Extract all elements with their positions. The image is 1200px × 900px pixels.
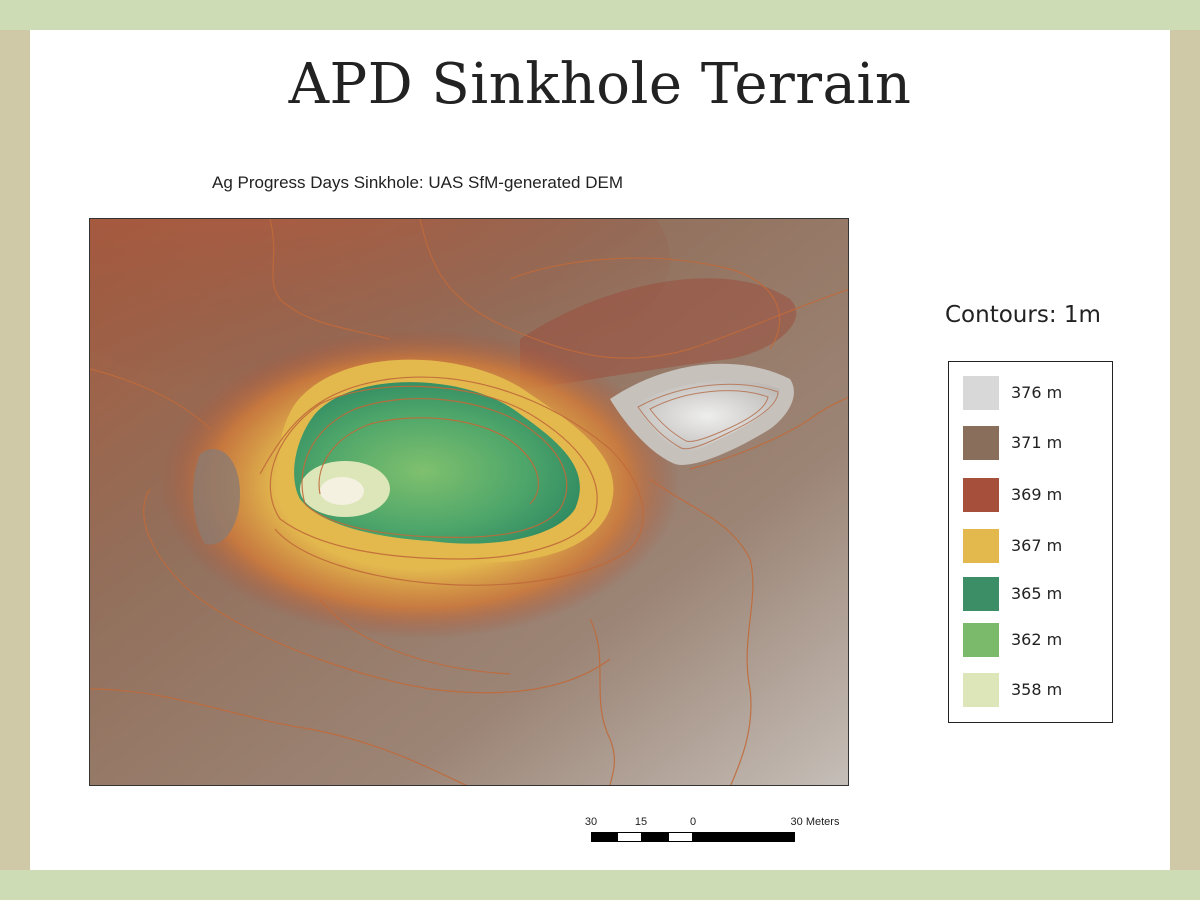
top-band: [0, 0, 1200, 30]
scale-segment: [693, 832, 795, 842]
contour-lines: [90, 219, 848, 785]
legend-title: Contours: 1m: [945, 302, 1101, 328]
west-spoil-mound: [193, 448, 240, 545]
scale-segment: [667, 832, 693, 842]
legend-swatch: [963, 577, 999, 611]
legend: 376 m 371 m 369 m 367 m 365 m 362 m 358 …: [948, 361, 1113, 723]
bottom-band: [0, 870, 1200, 900]
legend-swatch: [963, 478, 999, 512]
slide-title: APD Sinkhole Terrain: [288, 52, 912, 117]
scale-bar: 30 15 0 30 Meters: [585, 816, 855, 856]
legend-label: 376 m: [1011, 383, 1063, 402]
scale-label-0: 0: [689, 816, 697, 828]
legend-label: 365 m: [1011, 584, 1063, 603]
scale-segment: [591, 832, 617, 842]
north-east-slope: [520, 278, 797, 389]
scale-segment: [616, 832, 642, 842]
slide: APD Sinkhole Terrain Ag Progress Days Si…: [30, 30, 1170, 870]
sinkhole-deepest: [320, 477, 364, 505]
legend-swatch: [963, 623, 999, 657]
retention-pad-contours: [637, 383, 779, 450]
legend-label: 362 m: [1011, 630, 1063, 649]
legend-label: 367 m: [1011, 536, 1063, 555]
scale-segment: [642, 832, 668, 842]
dem-map: [89, 218, 849, 786]
legend-label: 358 m: [1011, 680, 1063, 699]
retention-pad: [635, 380, 780, 452]
scale-label-30-meters: 30 Meters: [790, 816, 840, 828]
legend-swatch: [963, 376, 999, 410]
scale-label-15: 15: [634, 816, 648, 828]
legend-label: 369 m: [1011, 485, 1063, 504]
legend-swatch: [963, 426, 999, 460]
scale-label-30-left: 30: [584, 816, 598, 828]
legend-swatch: [963, 673, 999, 707]
legend-swatch: [963, 529, 999, 563]
legend-label: 371 m: [1011, 433, 1063, 452]
map-title: Ag Progress Days Sinkhole: UAS SfM-gener…: [212, 173, 624, 192]
